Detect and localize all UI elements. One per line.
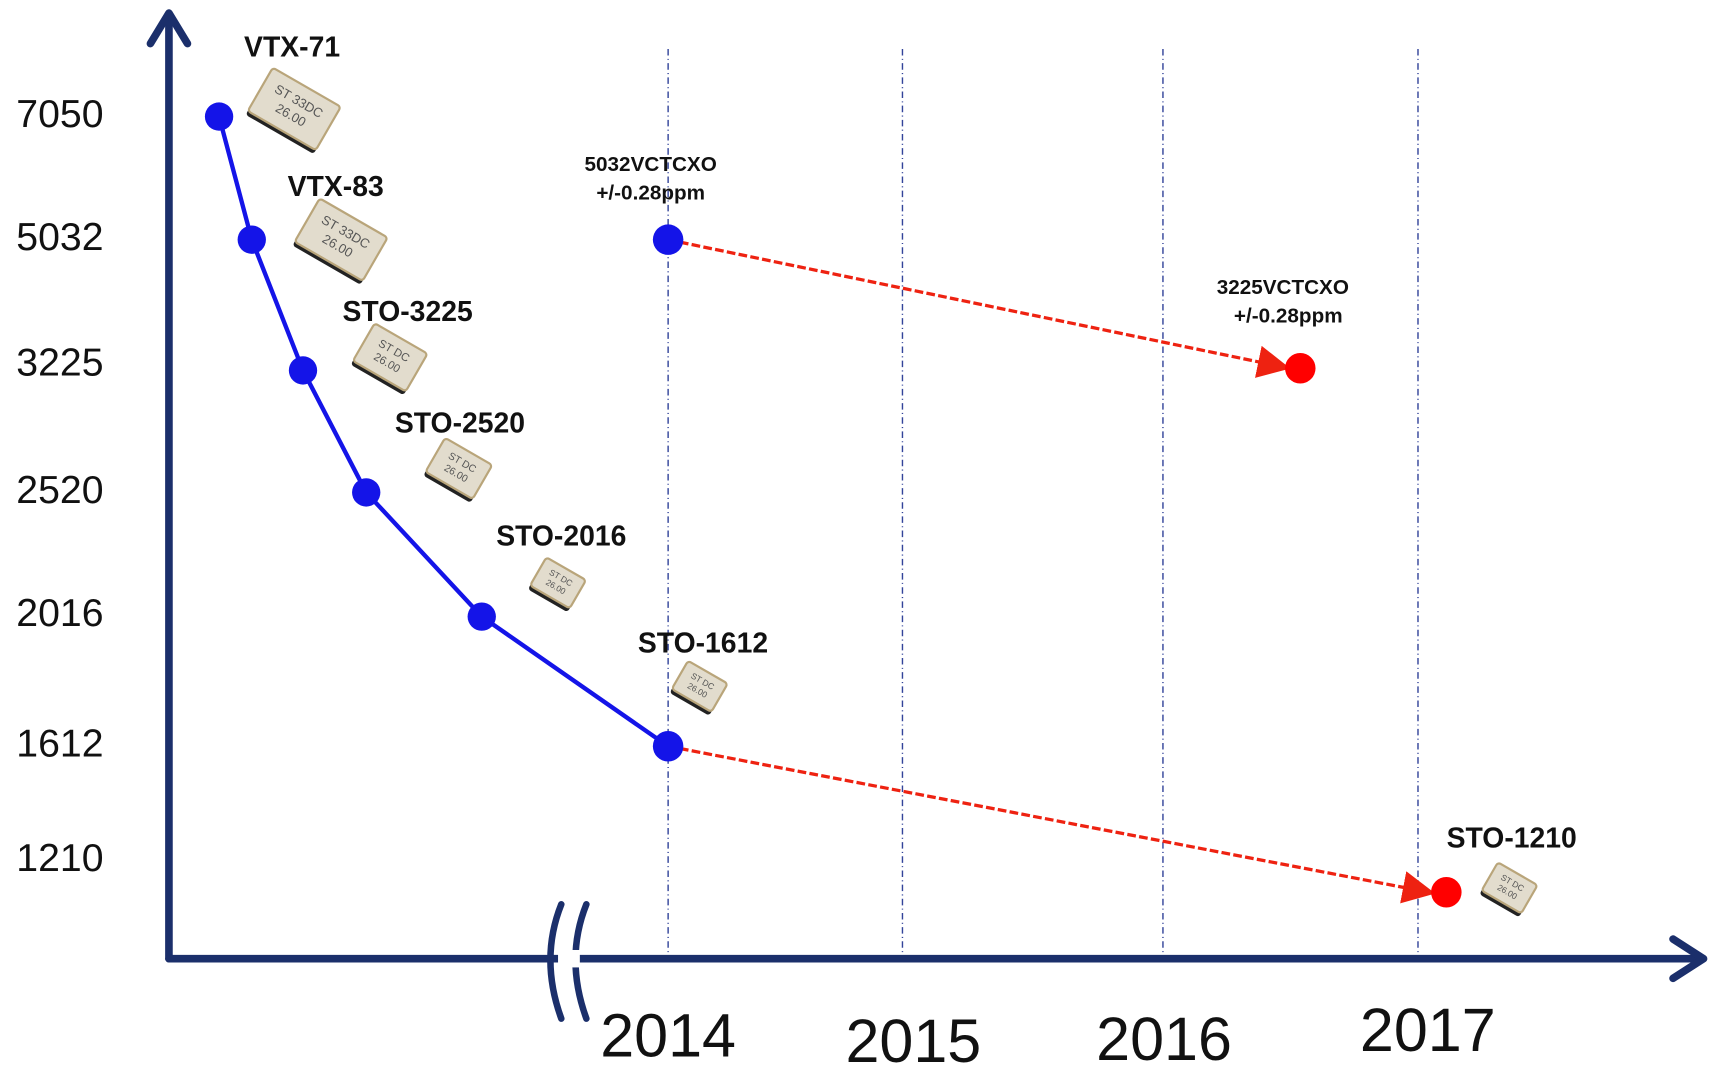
y-label: 3225 — [16, 340, 103, 384]
vctcxo-label: +/-0.28ppm — [596, 181, 705, 204]
x-label: 2016 — [1096, 1005, 1232, 1072]
chip-body — [671, 660, 728, 712]
part-label: STO-3225 — [343, 296, 473, 328]
vctcxo-label: 3225VCTCXO — [1217, 276, 1349, 299]
chip-body — [352, 323, 428, 392]
chip-body — [294, 198, 388, 281]
part-label: STO-1210 — [1447, 822, 1577, 854]
chip-body — [247, 67, 341, 151]
x-label: 2017 — [1360, 996, 1496, 1064]
part-label: STO-2016 — [496, 521, 626, 553]
part-label: VTX-83 — [288, 171, 384, 203]
part-label: STO-1612 — [638, 627, 768, 659]
labels: 7050 5032 3225 2520 2016 1612 1210 2014 2015 2016… — [16, 32, 1577, 1075]
chip-body — [530, 557, 586, 609]
grid — [667, 49, 1419, 959]
chip-body — [1481, 862, 1538, 914]
vctcxo-label: +/-0.28ppm — [1234, 304, 1343, 327]
arrows — [667, 238, 1436, 904]
vctcxo-label: 5032VCTCXO — [585, 153, 717, 176]
axis-break — [558, 949, 580, 968]
axes — [146, 9, 1708, 1022]
chip-body — [425, 437, 493, 499]
y-label: 5032 — [16, 215, 103, 259]
y-label: 2016 — [16, 591, 103, 635]
part-label: STO-2520 — [395, 407, 525, 439]
x-label: 2014 — [600, 1002, 736, 1070]
points — [204, 102, 1462, 908]
part-label: VTX-71 — [244, 32, 340, 64]
y-label: 7050 — [16, 92, 103, 136]
trend-line — [216, 116, 670, 749]
y-label: 1612 — [16, 722, 103, 766]
y-label: 2520 — [16, 468, 103, 512]
x-label: 2015 — [845, 1007, 981, 1072]
y-label: 1210 — [16, 836, 103, 880]
